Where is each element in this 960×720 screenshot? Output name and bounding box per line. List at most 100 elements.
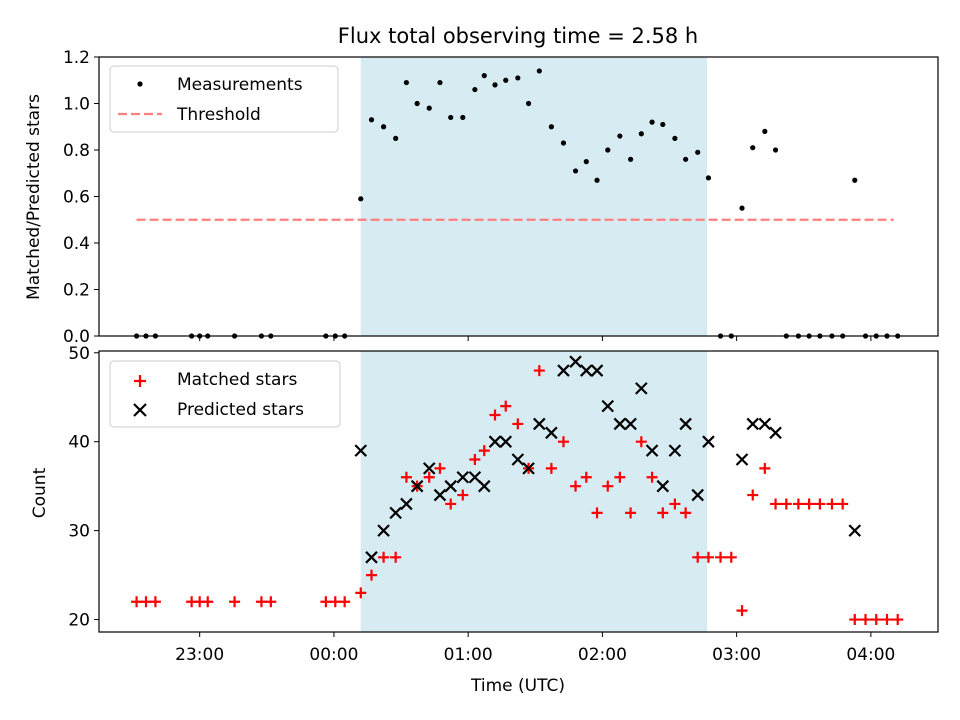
matched-star-point: [881, 614, 893, 626]
y-tick-label: 0.8: [63, 141, 90, 161]
predicted-star-point: [769, 426, 782, 440]
predicted-star-point: [433, 488, 447, 502]
x-tick-label: 04:00: [846, 645, 895, 665]
matched-star-point: [140, 596, 152, 608]
y-tick-label: 0.2: [63, 281, 90, 301]
matched-star-point: [725, 551, 737, 563]
measurement-point: [393, 135, 399, 141]
matched-star-point: [826, 498, 838, 510]
matched-star-point: [500, 400, 512, 412]
measurement-point: [460, 114, 466, 121]
measurement-point: [437, 79, 443, 86]
measurement-point: [572, 168, 579, 174]
predicted-star-point: [746, 417, 760, 431]
bottom-yticks-layer: 20 30 40 50: [68, 344, 99, 631]
predicted-star-point: [377, 524, 390, 537]
matched-star-point: [400, 471, 412, 483]
x-tick-label: 02:00: [578, 645, 627, 665]
bottom-window-span: [360, 351, 708, 632]
y-tick-label: 1.2: [63, 48, 90, 68]
matched-star-point: [892, 614, 904, 626]
predicted-star-point: [635, 382, 648, 395]
y-tick-label: 0.4: [63, 234, 90, 254]
matched-star-point: [533, 365, 545, 377]
measurement-point: [683, 156, 689, 162]
y-tick-label: 50: [68, 344, 90, 364]
measurement-point: [762, 128, 768, 134]
measurement-point: [672, 135, 678, 141]
measurement-point: [649, 119, 655, 125]
matched-star-point: [423, 471, 435, 483]
matched-star-point: [434, 462, 446, 474]
predicted-star-point: [613, 417, 627, 431]
x-tick-label: 00:00: [309, 645, 358, 665]
measurement-point: [739, 205, 745, 211]
matched-star-point: [378, 551, 390, 563]
measurement-point: [660, 121, 666, 128]
predicted-star-point: [499, 435, 513, 448]
y-tick-label: 1.0: [63, 95, 90, 115]
matched-star-point: [366, 569, 378, 581]
top-panel: 0.0 0.2 0.4 0.6 0.8 1.0 1.2 Matched/Predicted …: [24, 48, 939, 347]
matched-star-point: [545, 462, 557, 474]
bottom-legend: Matched stars Predicted stars: [109, 360, 341, 428]
matched-star-point: [814, 498, 826, 510]
measurement-point: [426, 105, 432, 111]
matched-star-point: [478, 445, 490, 457]
measurement-point: [695, 149, 701, 155]
predicted-star-point: [702, 435, 715, 448]
predicted-star-point: [569, 355, 582, 368]
matched-star-point: [339, 596, 351, 608]
matched-star-point: [736, 605, 748, 617]
legend-matched-label: Matched stars: [177, 370, 297, 390]
measurement-point: [583, 159, 589, 165]
matched-star-point: [702, 551, 714, 563]
measurement-point: [852, 177, 858, 183]
measurement-point: [481, 73, 487, 79]
measurement-point: [515, 75, 521, 81]
predicted-star-point: [456, 470, 470, 484]
bottom-points-layer: [131, 355, 904, 626]
legend-matched-marker: [134, 375, 146, 387]
measurement-point: [617, 133, 623, 139]
matched-star-point: [591, 507, 603, 519]
matched-star-point: [837, 498, 849, 510]
matched-star-point: [680, 507, 692, 519]
predicted-star-point: [410, 479, 424, 493]
predicted-star-point: [590, 364, 604, 377]
measurement-point: [358, 196, 364, 202]
y-tick-label: 30: [68, 522, 90, 542]
legend-measurements-marker: [137, 81, 143, 87]
top-legend: Measurements Threshold: [109, 65, 339, 133]
matched-star-point: [646, 471, 658, 483]
predicted-star-point: [365, 551, 378, 564]
top-xticks-layer: [199, 336, 872, 341]
bottom-y-axis-label: Count: [30, 467, 50, 518]
predicted-star-point: [389, 506, 402, 520]
x-tick-label: 23:00: [175, 645, 224, 665]
matched-star-point: [625, 507, 637, 519]
matched-star-point: [759, 462, 771, 474]
legend-predicted-label: Predicted stars: [177, 400, 304, 420]
matched-star-point: [669, 498, 681, 510]
x-tick-label: 03:00: [712, 645, 761, 665]
y-tick-label: 40: [68, 433, 90, 453]
measurement-point: [448, 114, 454, 121]
matched-star-point: [635, 436, 647, 448]
legend-measurements-label: Measurements: [177, 75, 303, 95]
matched-star-point: [657, 507, 669, 519]
matched-star-point: [355, 587, 367, 599]
predicted-star-point: [668, 444, 682, 457]
predicted-star-point: [758, 417, 772, 431]
matched-star-point: [469, 453, 481, 465]
x-tick-label: 01:00: [444, 645, 493, 665]
measurement-point: [380, 124, 387, 130]
measurement-point: [750, 145, 756, 151]
matched-star-point: [747, 489, 759, 501]
chart-title: Flux total observing time = 2.58 h: [338, 24, 698, 48]
matched-star-point: [770, 498, 782, 510]
predicted-star-point: [580, 364, 593, 377]
predicted-star-point: [848, 524, 862, 537]
